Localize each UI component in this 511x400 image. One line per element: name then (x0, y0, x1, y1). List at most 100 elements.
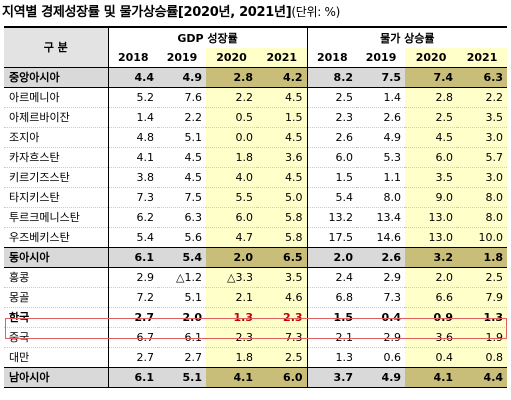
gdp-2019-cell: 7.5 (158, 187, 206, 208)
region-row: 동아시아 6.1 5.4 2.0 6.5 2.0 2.6 3.2 1.8 (4, 247, 508, 268)
gdp-2018-cell: 6.2 (107, 207, 158, 228)
gdp-2018-cell: 6.1 (107, 247, 158, 268)
gdp-2021-cell: 4.5 (257, 167, 308, 188)
cpi-2021-cell: 2.5 (457, 267, 508, 288)
gdp-2018-cell: 6.7 (107, 327, 158, 348)
header-division: 구 분 (4, 26, 108, 68)
unit-text: (단위: %) (291, 5, 340, 19)
row-name: 남아시아 (4, 367, 108, 388)
table-row: 홍콩 2.9 △1.2 △3.3 3.5 2.4 2.9 2.0 2.5 (4, 267, 508, 288)
row-name: 몽골 (4, 287, 108, 308)
cpi-2018-cell: 3.7 (306, 367, 358, 388)
header-gdp-group: GDP 성장률 (107, 26, 308, 48)
cpi-2018-cell: 17.5 (306, 227, 358, 248)
region-row: 남아시아 6.1 5.1 4.1 6.0 3.7 4.9 4.1 4.4 (4, 367, 508, 388)
gdp-2018-cell: 3.8 (107, 167, 158, 188)
gdp-2020-cell: 1.3 (206, 307, 257, 328)
cpi-2019-cell: 0.4 (357, 307, 406, 328)
cpi-2020-cell: 7.4 (405, 67, 458, 88)
gdp-2021-cell: 4.5 (257, 127, 308, 148)
header-cpi-2018: 2018 (306, 48, 358, 68)
cpi-2019-cell: 0.6 (357, 347, 406, 368)
cpi-2018-cell: 8.2 (306, 67, 358, 88)
gdp-2019-cell: 2.7 (158, 347, 206, 368)
cpi-2020-cell: 2.5 (405, 107, 458, 128)
row-name: 아제르바이잔 (4, 107, 108, 128)
cpi-2018-cell: 6.0 (306, 147, 358, 168)
gdp-2019-cell: 4.5 (158, 167, 206, 188)
cpi-2020-cell: 13.0 (405, 227, 458, 248)
gdp-2019-cell: 5.1 (158, 127, 206, 148)
cpi-2020-cell: 9.0 (405, 187, 458, 208)
header-cpi-2021: 2021 (457, 48, 508, 68)
cpi-2021-cell: 5.7 (457, 147, 508, 168)
gdp-2019-cell: 4.9 (158, 67, 206, 88)
row-name: 홍콩 (4, 267, 108, 288)
gdp-2019-cell: 4.5 (158, 147, 206, 168)
cpi-2021-cell: 0.8 (457, 347, 508, 368)
cpi-2018-cell: 2.3 (306, 107, 358, 128)
cpi-2020-cell: 2.8 (405, 87, 458, 108)
table-row: 카자흐스탄 4.1 4.5 1.8 3.6 6.0 5.3 6.0 5.7 (4, 147, 508, 168)
gdp-2020-cell: 2.3 (206, 327, 257, 348)
gdp-2018-cell: 2.7 (107, 347, 158, 368)
gdp-2019-cell: 6.1 (158, 327, 206, 348)
cpi-2019-cell: 14.6 (357, 227, 406, 248)
row-name: 대만 (4, 347, 108, 368)
gdp-2021-cell: 7.3 (257, 327, 308, 348)
cpi-2019-cell: 7.3 (357, 287, 406, 308)
cpi-2020-cell: 4.5 (405, 127, 458, 148)
gdp-2020-cell: 5.5 (206, 187, 257, 208)
header-price-group: 물가 상승률 (306, 26, 508, 48)
region-row: 중앙아시아 4.4 4.9 2.8 4.2 8.2 7.5 7.4 6.3 (4, 67, 508, 88)
cpi-2020-cell: 2.0 (405, 267, 458, 288)
table-row: 키르기즈스탄 3.8 4.5 4.0 4.5 1.5 1.1 3.5 3.0 (4, 167, 508, 188)
row-name: 카자흐스탄 (4, 147, 108, 168)
cpi-2020-cell: 0.4 (405, 347, 458, 368)
header-cpi-2019: 2019 (357, 48, 406, 68)
cpi-2021-cell: 10.0 (457, 227, 508, 248)
gdp-2020-cell: 1.8 (206, 147, 257, 168)
cpi-2021-cell: 3.0 (457, 167, 508, 188)
table-row: 아제르바이잔 1.4 2.2 0.5 1.5 2.3 2.6 2.5 3.5 (4, 107, 508, 128)
cpi-2018-cell: 2.6 (306, 127, 358, 148)
row-name: 투르크메니스탄 (4, 207, 108, 228)
gdp-2020-cell: 6.0 (206, 207, 257, 228)
cpi-2021-cell: 3.0 (457, 127, 508, 148)
cpi-2019-cell: 2.6 (357, 247, 406, 268)
header-gdp-2021: 2021 (257, 48, 308, 68)
gdp-2020-cell: 4.1 (206, 367, 257, 388)
cpi-2021-cell: 8.0 (457, 187, 508, 208)
gdp-2020-cell: 2.0 (206, 247, 257, 268)
cpi-2019-cell: 4.9 (357, 127, 406, 148)
cpi-2019-cell: 7.5 (357, 67, 406, 88)
gdp-2021-cell: 4.2 (257, 67, 308, 88)
gdp-2018-cell: 2.7 (107, 307, 158, 328)
gdp-2018-cell: 5.2 (107, 87, 158, 108)
cpi-2018-cell: 5.4 (306, 187, 358, 208)
gdp-2020-cell: 2.1 (206, 287, 257, 308)
gdp-2018-cell: 7.3 (107, 187, 158, 208)
cpi-2020-cell: 3.6 (405, 327, 458, 348)
row-name: 키르기즈스탄 (4, 167, 108, 188)
gdp-2018-cell: 5.4 (107, 227, 158, 248)
gdp-2021-cell: 6.5 (257, 247, 308, 268)
cpi-2018-cell: 2.0 (306, 247, 358, 268)
cpi-2021-cell: 7.9 (457, 287, 508, 308)
gdp-2018-cell: 4.8 (107, 127, 158, 148)
cpi-2019-cell: 2.9 (357, 327, 406, 348)
table-row: 우즈베키스탄 5.4 5.6 4.7 5.8 17.5 14.6 13.0 10.0 (4, 227, 508, 248)
title-text: 지역별 경제성장률 및 물가상승률[2020년, 2021년] (2, 5, 292, 20)
table-row: 아르메니아 5.2 7.6 2.2 4.5 2.5 1.4 2.8 2.2 (4, 87, 508, 108)
cpi-2019-cell: 8.0 (357, 187, 406, 208)
row-name: 아르메니아 (4, 87, 108, 108)
cpi-2020-cell: 13.0 (405, 207, 458, 228)
gdp-2018-cell: 7.2 (107, 287, 158, 308)
gdp-2021-cell: 4.6 (257, 287, 308, 308)
economic-indicators-table: 구 분 GDP 성장률 물가 상승률 2018 2019 2020 2021 2… (4, 26, 508, 388)
gdp-2020-cell: 2.2 (206, 87, 257, 108)
cpi-2021-cell: 3.5 (457, 107, 508, 128)
gdp-2020-cell: △3.3 (206, 267, 257, 288)
gdp-2019-cell: 7.6 (158, 87, 206, 108)
table-title: 지역별 경제성장률 및 물가상승률[2020년, 2021년](단위: %) (2, 2, 340, 22)
